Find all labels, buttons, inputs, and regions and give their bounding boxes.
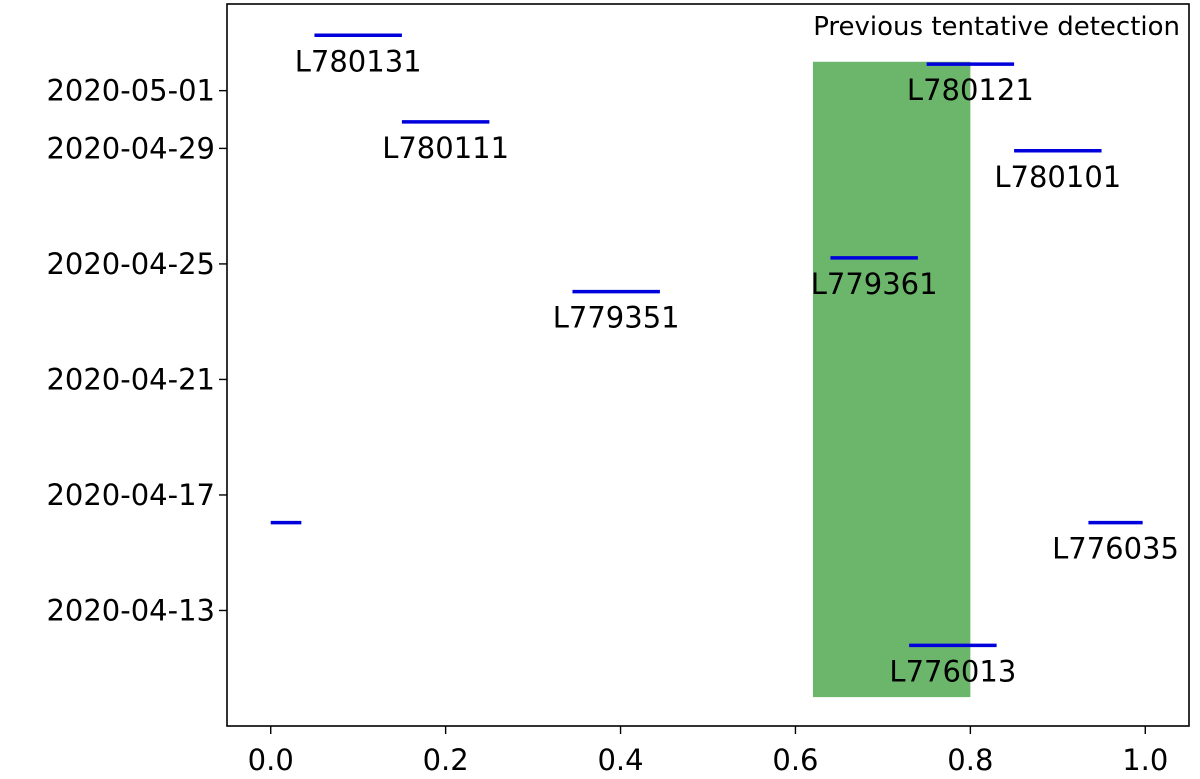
observation-label: L780101: [994, 160, 1121, 194]
y-tick-label: 2020-04-17: [46, 478, 215, 512]
highlight-label: Previous tentative detection: [813, 12, 1180, 42]
x-tick-label: 0.4: [597, 743, 643, 777]
label-layer: L776013 L776035 L779351 L779361 L780101 L7801…: [295, 44, 1179, 688]
x-axis: 0.0 0.2 0.4 0.6 0.8 1.0: [248, 726, 1168, 777]
x-tick-label: 0.2: [423, 743, 469, 777]
observation-label: L779361: [811, 267, 938, 301]
y-tick-label: 2020-05-01: [46, 74, 215, 108]
highlight-band: [812, 61, 971, 698]
x-tick-label: 0.6: [772, 743, 818, 777]
x-tick-label: 0.0: [248, 743, 294, 777]
observation-label: L780121: [907, 73, 1034, 107]
observation-label: L780131: [295, 44, 422, 78]
observation-label: L779351: [553, 301, 680, 335]
plot-frame: [226, 3, 1190, 727]
x-tick-label: 0.8: [947, 743, 993, 777]
segment-layer: [270, 33, 1143, 648]
observation-label: L776013: [889, 654, 1016, 688]
y-tick-label: 2020-04-29: [46, 131, 215, 165]
y-axis: 2020-04-13 2020-04-17 2020-04-21 2020-04-25…: [46, 74, 227, 627]
highlight-layer: [812, 61, 971, 698]
x-tick-label: 1.0: [1122, 743, 1168, 777]
observation-label: L780111: [382, 131, 509, 165]
y-tick-label: 2020-04-21: [46, 362, 215, 396]
observation-label: L776035: [1052, 532, 1179, 566]
y-tick-label: 2020-04-25: [46, 247, 215, 281]
y-tick-label: 2020-04-13: [46, 593, 215, 627]
